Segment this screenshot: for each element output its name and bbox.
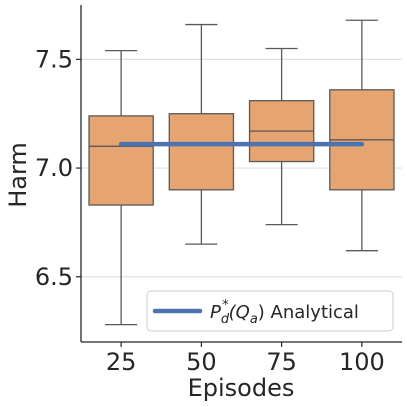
box-25 xyxy=(88,50,154,326)
x-axis-title: Episodes xyxy=(188,374,295,402)
legend-label-star: * xyxy=(222,298,229,313)
y-tick-label-7.5: 7.5 xyxy=(35,45,73,73)
box-iqr-25 xyxy=(88,115,154,206)
box-iqr-50 xyxy=(168,113,235,191)
legend-label-paren: (Q xyxy=(229,302,250,323)
x-tick-labels: 25 50 75 100 xyxy=(106,342,385,376)
y-tick-label-6.5: 6.5 xyxy=(35,263,73,291)
legend-label-sub-a: a xyxy=(250,312,258,327)
box-series xyxy=(88,19,395,326)
x-tick-label-50: 50 xyxy=(186,348,217,376)
legend-label-rest: ) Analytical xyxy=(258,302,359,323)
legend-label: Pd*(Qa) Analytical xyxy=(210,298,359,327)
box-50 xyxy=(168,23,235,245)
legend-label-sub-d: d xyxy=(221,312,230,327)
y-tick-label-7.0: 7.0 xyxy=(35,154,73,182)
legend: Pd*(Qa) Analytical xyxy=(146,290,394,332)
box-75 xyxy=(248,47,315,226)
legend-frame xyxy=(146,290,394,332)
x-tick-label-100: 100 xyxy=(339,348,385,376)
x-tick-label-25: 25 xyxy=(106,348,137,376)
y-tick-labels: 6.5 7.0 7.5 xyxy=(35,45,81,291)
box-100 xyxy=(329,19,395,252)
axes xyxy=(80,5,402,343)
x-tick-label-75: 75 xyxy=(266,348,297,376)
y-axis-title: Harm xyxy=(4,142,32,208)
legend-label-p: P xyxy=(210,302,221,323)
